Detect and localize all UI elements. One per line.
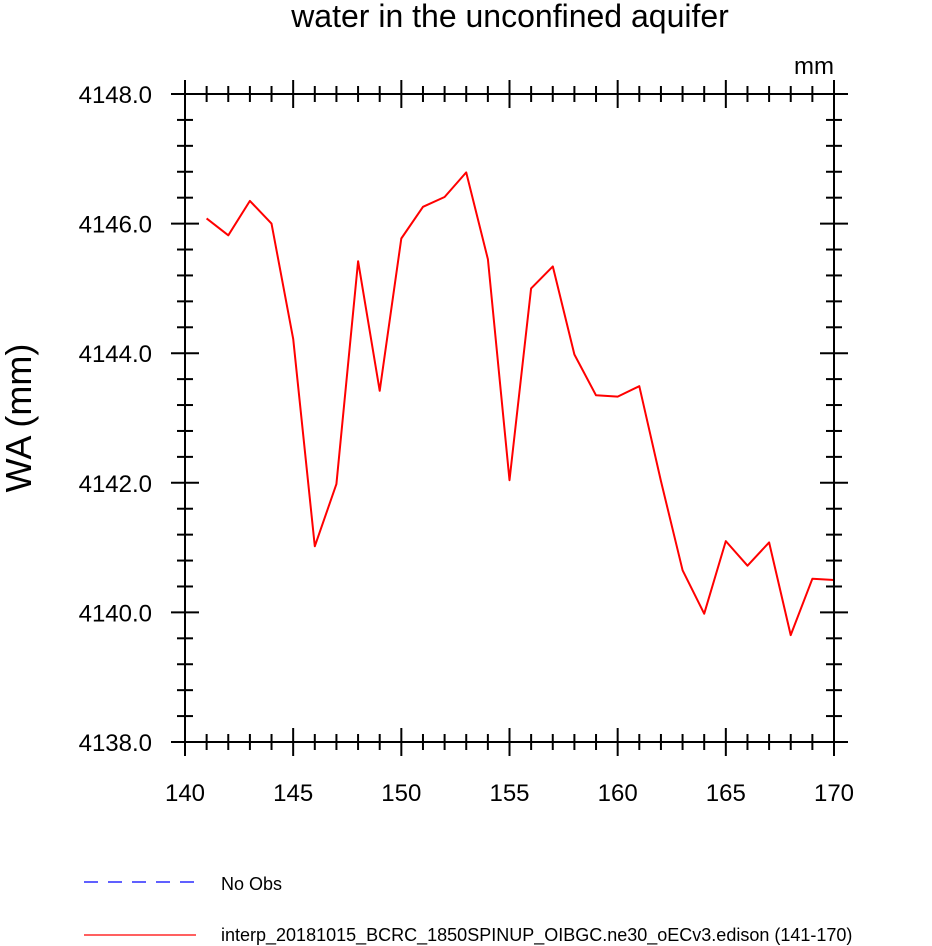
series-layer [205, 171, 835, 637]
x-tick-label: 155 [489, 780, 529, 807]
y-tick-label: 4146.0 [79, 212, 152, 239]
y-axis-label: WA (mm) [0, 344, 39, 493]
y-tick-label: 4144.0 [79, 341, 152, 368]
x-tick-label: 160 [598, 780, 638, 807]
y-tick-label: 4148.0 [79, 82, 152, 109]
y-tick-label: 4140.0 [79, 600, 152, 627]
x-tick-label: 170 [814, 780, 854, 807]
axis-tick-labels: 4138.0 4140.0 4142.0 4144.0 4146.0 4148.0 140 1… [79, 82, 854, 807]
x-tick-label: 165 [706, 780, 746, 807]
legend-label-no-obs: No Obs [221, 874, 282, 894]
chart-title: water in the unconfined aquifer [290, 0, 729, 34]
y-tick-label: 4138.0 [79, 730, 152, 757]
axis-ticks [171, 80, 848, 756]
x-tick-label: 145 [273, 780, 313, 807]
series-line [205, 171, 835, 637]
x-tick-label: 150 [381, 780, 421, 807]
units-label: mm [794, 53, 834, 80]
x-tick-label: 140 [165, 780, 205, 807]
legend: No Obs interp_20181015_BCRC_1850SPINUP_O… [84, 874, 852, 946]
legend-label-model: interp_20181015_BCRC_1850SPINUP_OIBGC.ne… [221, 925, 852, 946]
plot-frame [184, 93, 835, 743]
y-tick-label: 4142.0 [79, 471, 152, 498]
